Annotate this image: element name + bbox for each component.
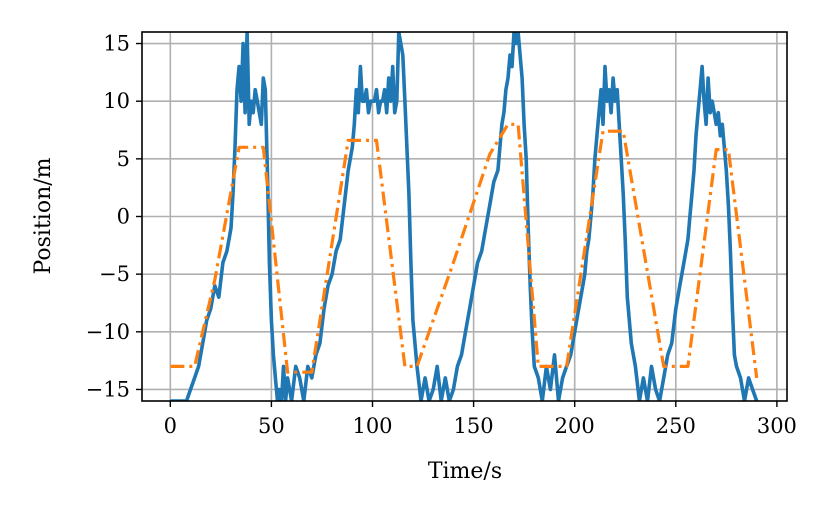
x-axis-label: Time/s [428, 459, 502, 484]
y-tick-label: −5 [99, 262, 130, 286]
y-tick-label: 10 [103, 89, 130, 113]
series-line-orange [170, 122, 759, 379]
series-line-blue [170, 32, 759, 401]
y-tick-label: 5 [117, 147, 130, 171]
y-tick-label: 15 [103, 32, 130, 56]
x-tick-label: 50 [258, 414, 285, 438]
x-tick-label: 300 [757, 414, 797, 438]
x-tick-label: 150 [454, 414, 494, 438]
series-layer [170, 32, 759, 401]
ticks: 0 50 100 150 200 250 300 −15 −10 −5 0 5 10 15 [86, 32, 797, 438]
grid [142, 32, 787, 401]
y-tick-label: 0 [117, 205, 130, 229]
y-tick-label: −10 [86, 320, 130, 344]
y-tick-label: −15 [86, 377, 130, 401]
y-axis-label: Position/m [31, 157, 56, 274]
x-tick-label: 200 [555, 414, 595, 438]
x-tick-label: 100 [352, 414, 392, 438]
x-tick-label: 0 [164, 414, 177, 438]
x-tick-label: 250 [656, 414, 696, 438]
